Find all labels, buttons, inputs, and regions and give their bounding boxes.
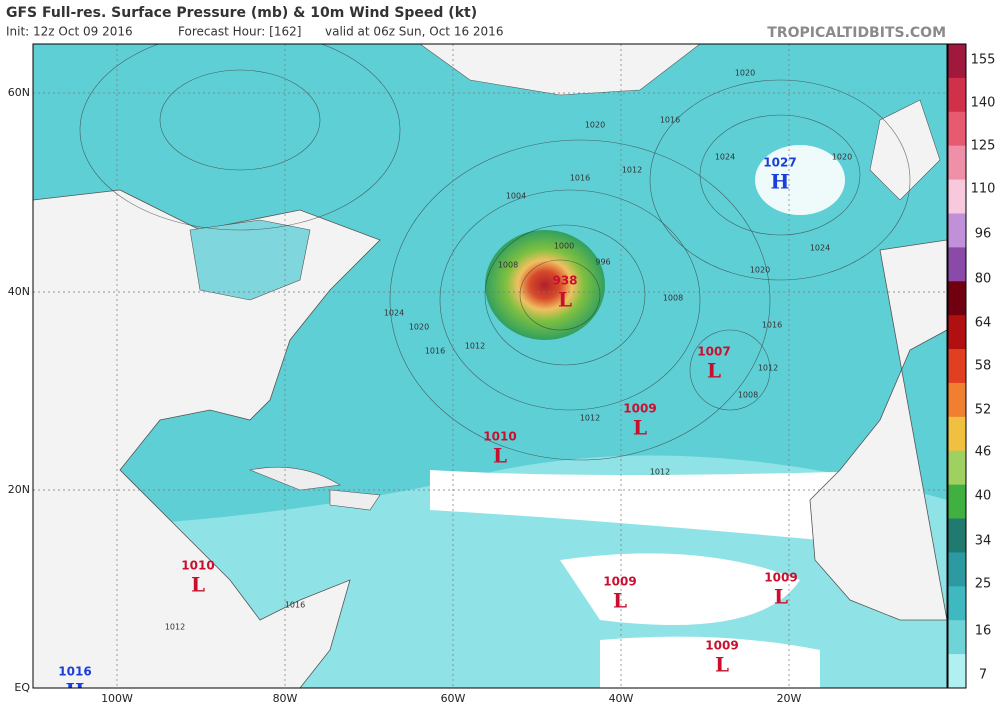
isobar-label: 1004: [506, 192, 526, 201]
init: Init: 12z Oct 09 2016: [6, 25, 133, 39]
center-letter: L: [633, 416, 647, 440]
colorbar-segment: [948, 315, 966, 350]
colorbar-segment: [948, 620, 966, 655]
lon-label: 80W: [273, 692, 298, 705]
title: GFS Full-res. Surface Pressure (mb) & 10…: [6, 5, 477, 21]
lat-label: 20N: [8, 483, 30, 496]
colorbar-segment: [948, 484, 966, 520]
center-value: 1009: [623, 402, 656, 416]
center-value: 1027: [763, 156, 796, 170]
colorbar-segment: [948, 416, 966, 452]
colorbar-segment: [948, 349, 966, 384]
colorbar-segment: [948, 281, 966, 316]
lat-label: 60N: [8, 86, 30, 99]
colorbar-label: 52: [975, 403, 992, 418]
colorbar-label: 96: [975, 227, 992, 242]
colorbar-label: 125: [971, 139, 996, 154]
isobar-label: 1020: [409, 323, 429, 332]
colorbar-segment: [948, 111, 966, 147]
isobar-label: 1012: [165, 623, 185, 632]
isobar-label: 1012: [758, 364, 778, 373]
isobar-label: 1008: [663, 294, 683, 303]
center-letter: L: [558, 288, 572, 312]
lon-label: 20W: [777, 692, 802, 705]
center-letter: H: [771, 170, 790, 194]
colorbar-segment: [948, 77, 966, 113]
lon-label: 40W: [609, 692, 634, 705]
center-value: 1009: [764, 571, 797, 585]
colorbar-segment: [948, 518, 966, 553]
colorbar-segment: [948, 145, 966, 181]
colorbar-segment: [948, 213, 966, 248]
isobar-label: 1020: [832, 153, 852, 162]
center-letter: L: [774, 585, 788, 609]
isobar-label: 1008: [738, 391, 758, 400]
isobar-label: 1024: [810, 244, 830, 253]
center-letter: L: [707, 359, 721, 383]
colorbar-label: 64: [975, 316, 992, 331]
colorbar-frame: [947, 43, 967, 689]
colorbar-segment: [948, 179, 966, 214]
isobar-label: 1012: [465, 342, 485, 351]
colorbar-segment: [948, 450, 966, 486]
isobar-label: 1016: [570, 174, 590, 183]
center-value: 1016: [58, 665, 91, 679]
isobar-label: 1016: [762, 321, 782, 330]
site: TROPICALTIDBITS.COM: [767, 25, 946, 41]
isobar-label: 1008: [498, 261, 518, 270]
lat-label: 40N: [8, 285, 30, 298]
isobar-label: 1012: [580, 414, 600, 423]
isobar-label: 1020: [585, 121, 605, 130]
isobar-label: 1020: [735, 69, 755, 78]
center-value: 1009: [603, 575, 636, 589]
colorbar-label: 110: [971, 182, 996, 197]
isobar-label: 1016: [660, 116, 680, 125]
colorbar-segment: [948, 247, 966, 282]
forecast-hour: Forecast Hour: [162]: [178, 25, 301, 39]
lon-label: 60W: [441, 692, 466, 705]
isobar-label: 1012: [622, 166, 642, 175]
colorbar-label: 34: [975, 534, 992, 549]
center-value: 1010: [483, 430, 516, 444]
colorbar-segment: [948, 382, 966, 418]
isobar-label: 1012: [650, 468, 670, 477]
colorbar-segment: [948, 586, 966, 621]
center-value: 1010: [181, 559, 214, 573]
center-letter: L: [715, 653, 729, 677]
center-letter: L: [613, 589, 627, 613]
isobar-label: 1024: [384, 309, 404, 318]
colorbar-label: 46: [975, 445, 992, 460]
isobar-label: 1016: [425, 347, 445, 356]
colorbar-label: 16: [975, 624, 992, 639]
center-letter: H: [66, 679, 85, 703]
isobar-label: 1000: [554, 242, 574, 251]
center-letter: L: [191, 573, 205, 597]
colorbar-label: 40: [975, 489, 992, 504]
isobar-label: 1020: [750, 266, 770, 275]
colorbar-segment: [948, 552, 966, 587]
colorbar-segment: [948, 654, 966, 689]
isobar-label: 1016: [285, 601, 305, 610]
lat-label: EQ: [14, 681, 30, 694]
valid-time: valid at 06z Sun, Oct 16 2016: [325, 25, 503, 39]
colorbar-label: 25: [975, 577, 992, 592]
colorbar-label: 155: [971, 53, 996, 68]
colorbar-segment: [948, 44, 966, 79]
isobar-label: 1024: [715, 153, 735, 162]
colorbar-label: 140: [971, 96, 996, 111]
lon-label: 100W: [101, 692, 133, 705]
colorbar-label: 80: [975, 272, 992, 287]
isobar-label: 996: [595, 258, 610, 267]
colorbar-label: 58: [975, 359, 992, 374]
center-letter: L: [493, 444, 507, 468]
center-value: 1009: [705, 639, 738, 653]
center-value: 1007: [697, 345, 730, 359]
center-value: 938: [552, 274, 577, 288]
colorbar-label: 7: [979, 668, 987, 683]
